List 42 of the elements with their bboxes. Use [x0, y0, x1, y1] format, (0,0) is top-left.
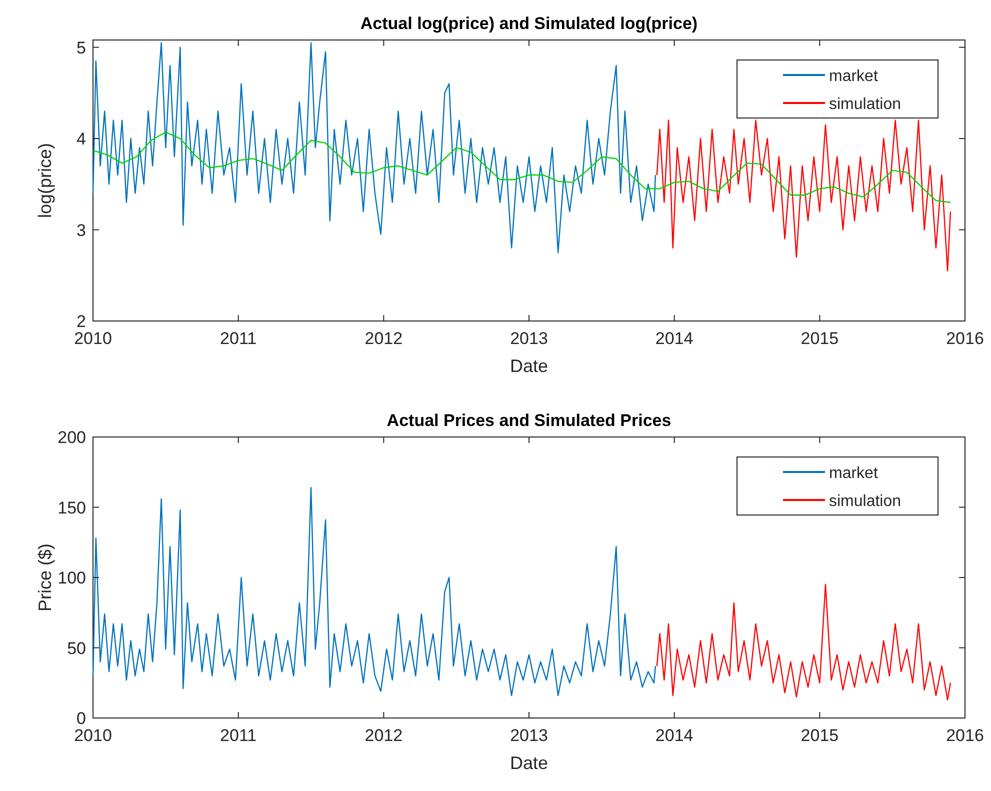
y-tick-label: 0: [76, 709, 86, 728]
y-tick-label: 3: [76, 220, 86, 240]
legend-label: simulation: [829, 493, 902, 510]
x-axis-title: Date: [510, 753, 548, 773]
x-tick-label: 2010: [74, 329, 112, 348]
x-tick-label: 2011: [220, 726, 257, 745]
x-tick-label: 2016: [946, 329, 984, 348]
chart-title: Actual Prices and Simulated Prices: [386, 411, 672, 430]
y-axis-title: Price ($): [35, 543, 55, 612]
x-tick-label: 2014: [655, 726, 694, 745]
x-axis-title: Date: [510, 356, 548, 376]
y-axis-title: log(price): [35, 142, 55, 218]
x-tick-label: 2010: [74, 726, 112, 745]
y-tick-label: 5: [76, 38, 86, 58]
line-series: [92, 132, 952, 203]
legend-label: simulation: [829, 96, 902, 113]
x-tick-label: 2013: [510, 329, 548, 348]
x-tick-label: 2015: [800, 329, 839, 348]
legend-label: market: [829, 465, 878, 482]
y-tick-label: 50: [67, 638, 86, 658]
y-tick-label: 200: [58, 428, 86, 447]
line-series: [92, 42, 656, 254]
x-tick-label: 2012: [364, 726, 403, 745]
chart-title: Actual log(price) and Simulated log(price): [360, 14, 698, 33]
x-tick-label: 2016: [946, 726, 984, 745]
line-series: [656, 120, 952, 272]
y-tick-label: 2: [76, 312, 86, 331]
x-tick-label: 2015: [800, 726, 839, 745]
line-series: [656, 584, 952, 700]
legend-entry: simulation: [783, 493, 902, 510]
y-tick-label: 150: [58, 498, 86, 518]
legend-entry: simulation: [783, 96, 902, 113]
x-tick-label: 2014: [655, 329, 694, 348]
y-tick-label: 100: [58, 568, 86, 588]
legend-entry: market: [783, 68, 878, 85]
legend-entry: market: [783, 465, 878, 482]
x-tick-label: 2012: [364, 329, 403, 348]
y-tick-label: 4: [76, 130, 86, 149]
x-tick-label: 2013: [510, 726, 548, 745]
line-series: [92, 486, 656, 696]
x-tick-label: 2011: [220, 329, 257, 348]
legend-label: market: [829, 68, 878, 85]
